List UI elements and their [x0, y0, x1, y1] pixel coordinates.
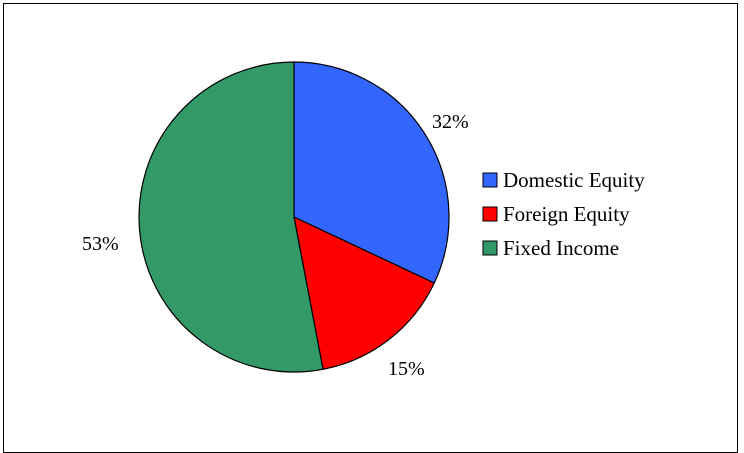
legend: Domestic Equity Foreign Equity Fixed Inc…: [482, 168, 645, 260]
pie-slices: [138, 61, 450, 373]
value-label-foreign-equity: 15%: [388, 358, 425, 380]
pie-slice-domestic-equity: [293, 61, 450, 284]
legend-label-domestic-equity: Domestic Equity: [503, 168, 645, 192]
legend-item-foreign-equity: Foreign Equity: [482, 202, 630, 226]
legend-item-domestic-equity: Domestic Equity: [482, 168, 645, 192]
value-label-fixed-income: 53%: [82, 233, 119, 255]
value-label-domestic-equity: 32%: [432, 111, 469, 133]
pie-slice-fixed-income: [138, 61, 324, 373]
pie-chart: 32% 15% 53% Domestic Equity Foreign Equi…: [82, 61, 645, 380]
legend-item-fixed-income: Fixed Income: [482, 236, 619, 260]
pie-slice-foreign-equity: [293, 215, 436, 370]
legend-swatch-foreign-equity: [482, 206, 498, 222]
legend-label-foreign-equity: Foreign Equity: [503, 202, 630, 226]
pie-value-labels: 32% 15% 53%: [82, 111, 469, 380]
legend-swatch-fixed-income: [482, 240, 498, 256]
legend-swatch-domestic-equity: [482, 172, 498, 188]
legend-label-fixed-income: Fixed Income: [503, 236, 619, 260]
